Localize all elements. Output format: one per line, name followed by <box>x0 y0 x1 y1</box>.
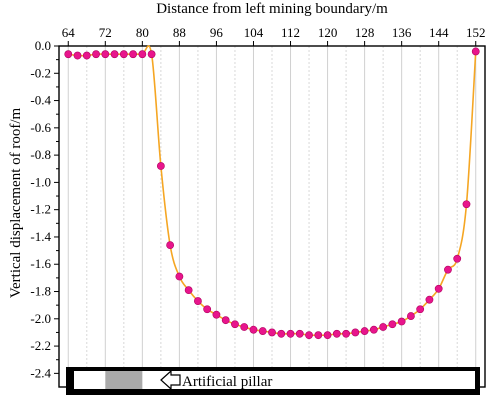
y-tick-label: -2.4 <box>30 365 51 380</box>
data-point <box>64 50 73 59</box>
y-tick-label: -1.2 <box>30 202 51 217</box>
x-tick-label: 104 <box>244 25 264 40</box>
y-tick-label: -0.2 <box>30 65 51 80</box>
data-point <box>305 331 313 340</box>
data-point <box>444 265 452 274</box>
data-point <box>212 310 221 319</box>
data-point <box>286 329 295 338</box>
data-point <box>407 312 415 320</box>
y-tick-label: -1.6 <box>30 256 51 271</box>
x-tick-label: 88 <box>173 25 186 40</box>
data-point <box>138 50 147 59</box>
data-point <box>110 50 119 59</box>
data-point <box>82 51 91 60</box>
data-point <box>119 50 128 59</box>
x-tick-label: 136 <box>392 25 412 40</box>
data-point <box>351 328 360 337</box>
x-axis-title: Distance from left mining boundary/m <box>156 1 388 17</box>
data-point <box>323 331 332 340</box>
x-tick-label: 64 <box>62 25 76 40</box>
y-tick-label: -1.4 <box>30 229 51 244</box>
data-point <box>453 254 462 263</box>
x-tick-label: 96 <box>210 25 224 40</box>
x-tick-label: 120 <box>318 25 338 40</box>
data-point <box>360 327 369 335</box>
data-point <box>73 51 82 60</box>
data-point <box>240 323 249 331</box>
data-point <box>462 200 471 209</box>
data-point <box>231 320 239 329</box>
data-point <box>295 329 304 338</box>
data-point <box>129 50 137 59</box>
y-tick-label: -1.0 <box>30 174 51 189</box>
data-point <box>203 305 212 314</box>
grid <box>67 46 477 387</box>
data-point <box>194 297 202 305</box>
data-point <box>342 329 350 338</box>
y-tick-label: 0.0 <box>35 38 51 53</box>
data-point <box>314 331 323 340</box>
y-tick-label: -2.2 <box>30 338 51 353</box>
data-point <box>166 241 175 250</box>
y-tick-label: -0.8 <box>30 147 51 162</box>
data-point <box>258 327 267 335</box>
data-point <box>221 316 230 325</box>
artificial-pillar <box>105 371 143 389</box>
x-tick-label: 72 <box>99 25 112 40</box>
x-tick-label: 152 <box>466 25 486 40</box>
data-point <box>397 317 406 326</box>
pillar-annotation: Artificial pillar <box>66 367 480 395</box>
y-axis-title: Vertical displacement of roof/m <box>8 107 24 298</box>
data-point <box>92 50 100 59</box>
data-point <box>416 305 425 314</box>
series-group <box>64 45 480 340</box>
data-point <box>147 50 156 59</box>
x-axis: 64 72 80 88 96 104 112 120 128 136 144 152 <box>62 25 486 46</box>
pillar-label: Artificial pillar <box>182 374 272 390</box>
pointer-arrow-icon <box>160 369 181 391</box>
y-axis: 0.0 -0.2 -0.4 -0.6 -0.8 -1.0 -1.2 -1.4 -1.6 -1.8 -… <box>30 38 59 380</box>
data-point <box>268 328 276 337</box>
data-point <box>369 325 378 334</box>
y-tick-label: -0.6 <box>30 120 51 135</box>
data-point <box>156 162 165 170</box>
y-tick-label: -0.4 <box>30 93 51 108</box>
x-tick-label: 144 <box>429 25 449 40</box>
data-point <box>101 50 110 59</box>
data-point <box>379 323 388 331</box>
data-point <box>249 325 258 334</box>
x-tick-label: 112 <box>281 25 300 40</box>
data-point <box>434 284 443 293</box>
x-tick-label: 80 <box>136 25 149 40</box>
y-tick-label: -1.8 <box>30 284 51 299</box>
data-point <box>175 272 184 281</box>
x-tick-label: 128 <box>355 25 375 40</box>
data-point <box>277 329 286 338</box>
data-point <box>425 295 434 304</box>
data-point <box>471 47 480 56</box>
data-point <box>184 286 193 295</box>
data-point <box>388 320 397 329</box>
y-tick-label: -2.0 <box>30 311 51 326</box>
data-point <box>332 329 341 338</box>
